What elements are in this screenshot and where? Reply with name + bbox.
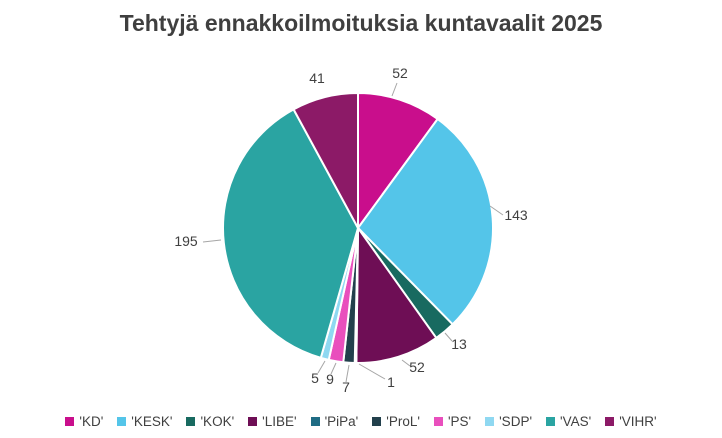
pie-slice-libe: [355, 224, 438, 364]
legend-item-sdp: 'SDP': [485, 414, 532, 429]
value-label-prol: 7: [342, 379, 350, 395]
legend-swatch-sdp: [485, 417, 495, 426]
legend-item-kd: 'KD': [65, 414, 103, 429]
legend-swatch-vas: [546, 417, 556, 426]
value-label-libe: 52: [409, 359, 425, 375]
legend-label-kd: 'KD': [79, 414, 104, 429]
legend-swatch-prol: [372, 417, 382, 426]
legend-label-vihr: 'VIHR': [619, 414, 657, 429]
value-label-vihr: 41: [309, 70, 325, 86]
value-label-kok: 13: [451, 336, 467, 352]
legend-label-prol: 'ProL': [386, 414, 420, 429]
legend-item-vas: 'VAS': [546, 414, 591, 429]
value-label-vas: 195: [174, 233, 198, 249]
chart-title: Tehtyjä ennakkoilmoituksia kuntavaalit 2…: [119, 10, 603, 36]
chart-legend: 'KD' 'KESK' 'KOK' 'LIBE' 'PiPa' 'ProL' 'PS' 'SD…: [0, 414, 722, 429]
legend-label-ps: 'PS': [447, 414, 472, 429]
pie-slice-kd: [357, 91, 440, 232]
legend-label-kesk: 'KESK': [131, 414, 173, 429]
legend-label-libe: 'LIBE': [262, 414, 297, 429]
value-label-ps: 9: [326, 371, 334, 387]
legend-item-vihr: 'VIHR': [605, 414, 657, 429]
legend-item-ps: 'PS': [433, 414, 472, 429]
leader-line: [444, 332, 453, 342]
pie-slice-vihr: [292, 91, 359, 229]
legend-item-pipa: 'PiPa': [310, 414, 359, 429]
value-label-kesk: 143: [504, 207, 528, 223]
pie-slice-kesk: [356, 117, 494, 326]
legend-label-pipa: 'PiPa': [324, 414, 359, 429]
legend-swatch-kesk: [117, 417, 127, 426]
leader-line: [391, 82, 398, 97]
legend-item-kok: 'KOK': [186, 414, 234, 429]
leader-line: [202, 239, 222, 243]
legend-item-kesk: 'KESK': [117, 414, 172, 429]
pie-slice-vas: [222, 107, 360, 360]
value-label-pipa: 1: [387, 374, 395, 390]
legend-item-libe: 'LIBE': [248, 414, 297, 429]
legend-label-vas: 'VAS': [560, 414, 592, 429]
legend-swatch-vihr: [605, 417, 615, 426]
value-label-kd: 52: [392, 65, 408, 81]
leader-line: [358, 363, 386, 380]
legend-swatch-ps: [433, 417, 443, 426]
legend-swatch-kd: [65, 417, 75, 426]
legend-label-sdp: 'SDP': [499, 414, 533, 429]
legend-label-kok: 'KOK': [200, 414, 235, 429]
legend-swatch-libe: [248, 417, 258, 426]
leader-line: [330, 362, 337, 375]
value-label-sdp: 5: [311, 370, 319, 386]
leader-line: [345, 364, 350, 383]
legend-item-prol: 'ProL': [372, 414, 420, 429]
legend-swatch-kok: [186, 417, 196, 426]
leader-line: [401, 359, 411, 367]
leader-line: [317, 360, 326, 374]
legend-swatch-pipa: [310, 417, 320, 426]
leader-line: [489, 205, 504, 216]
